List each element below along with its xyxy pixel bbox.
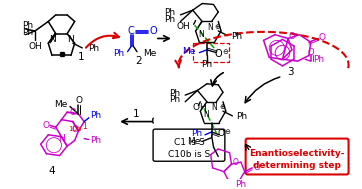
- Text: 1: 1: [78, 52, 85, 62]
- Text: 1: 1: [82, 122, 87, 131]
- Text: Ph: Ph: [165, 15, 176, 24]
- Text: Ph: Ph: [22, 21, 33, 30]
- Text: C1 is S: C1 is S: [174, 138, 204, 147]
- Text: O: O: [214, 49, 222, 59]
- Text: Ph: Ph: [169, 95, 181, 104]
- Text: Ph: Ph: [313, 55, 324, 64]
- Text: O: O: [192, 103, 199, 112]
- Text: O: O: [218, 129, 224, 138]
- Text: C: C: [128, 26, 135, 36]
- Text: O: O: [70, 108, 76, 117]
- Text: ⊖: ⊖: [222, 49, 228, 55]
- Text: Ph: Ph: [231, 32, 243, 41]
- Text: Ph: Ph: [169, 89, 181, 98]
- Text: Ph: Ph: [88, 44, 99, 53]
- Text: H: H: [58, 134, 65, 143]
- Text: Ph: Ph: [201, 60, 212, 69]
- Text: O: O: [232, 158, 238, 167]
- Text: Ph: Ph: [236, 112, 247, 121]
- Text: O: O: [43, 121, 50, 130]
- Text: 3: 3: [287, 67, 293, 77]
- Text: Ph: Ph: [235, 180, 247, 189]
- Text: N: N: [207, 23, 212, 32]
- Text: 2: 2: [136, 56, 142, 66]
- Text: O: O: [254, 163, 260, 172]
- Text: Ph: Ph: [90, 111, 101, 120]
- Text: O: O: [307, 48, 314, 57]
- Text: Me: Me: [143, 49, 156, 58]
- Text: N: N: [68, 35, 74, 44]
- Text: O: O: [71, 125, 78, 134]
- Text: OH: OH: [28, 42, 42, 50]
- Text: O: O: [289, 32, 295, 41]
- Text: O: O: [76, 96, 83, 105]
- Text: Me: Me: [182, 47, 195, 56]
- Text: Ph: Ph: [113, 49, 124, 58]
- Text: N: N: [203, 110, 209, 119]
- Text: ⊕: ⊕: [214, 24, 220, 30]
- Text: N: N: [50, 35, 56, 44]
- Text: Ph: Ph: [165, 9, 176, 17]
- Text: OH: OH: [176, 22, 190, 31]
- FancyBboxPatch shape: [153, 129, 225, 161]
- Text: 1: 1: [133, 109, 139, 119]
- Text: Ph: Ph: [22, 28, 33, 37]
- Text: Me: Me: [54, 100, 67, 109]
- Text: determining step: determining step: [253, 160, 341, 170]
- Text: 10b: 10b: [68, 126, 81, 132]
- FancyBboxPatch shape: [246, 139, 349, 174]
- Text: H: H: [199, 103, 206, 112]
- Text: Ph: Ph: [191, 129, 202, 138]
- Text: ⊖: ⊖: [225, 129, 231, 135]
- Text: C10b is S: C10b is S: [168, 150, 210, 159]
- Text: Me: Me: [187, 137, 200, 146]
- Text: O: O: [319, 33, 326, 42]
- Text: ⊕: ⊕: [219, 104, 225, 110]
- Text: N: N: [198, 30, 204, 39]
- Text: Ph: Ph: [90, 136, 101, 145]
- Text: Enantioselectivity-: Enantioselectivity-: [249, 149, 344, 158]
- Text: O: O: [149, 26, 157, 36]
- Text: 4: 4: [49, 166, 55, 176]
- Text: N: N: [212, 103, 217, 112]
